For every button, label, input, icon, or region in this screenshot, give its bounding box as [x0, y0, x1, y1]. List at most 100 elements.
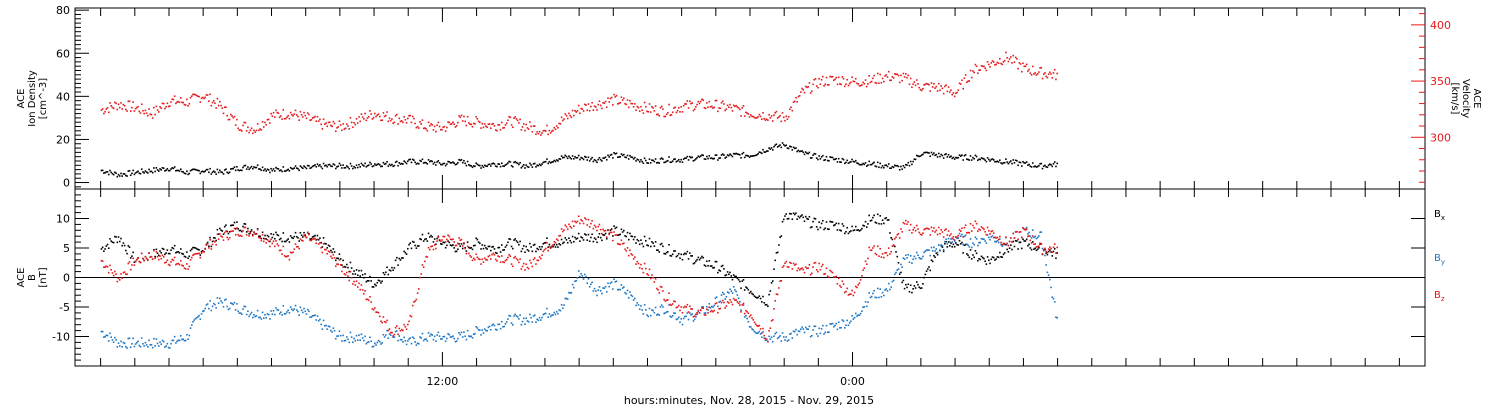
b-by-point	[266, 313, 269, 315]
b-bz-point	[632, 258, 635, 260]
velocity-point	[900, 74, 902, 77]
ion-density-point	[317, 165, 320, 167]
velocity-point	[127, 100, 130, 103]
b-by-point	[869, 296, 872, 299]
velocity-point	[1006, 56, 1008, 59]
velocity-point	[884, 75, 886, 77]
velocity-point	[339, 124, 342, 126]
b-bz-point	[1007, 244, 1010, 247]
b-bz-point	[868, 246, 870, 249]
b-bx-point	[984, 260, 986, 263]
b-by-point	[914, 257, 917, 260]
b-bz-point	[980, 226, 983, 228]
b-bx-point	[560, 238, 563, 241]
velocity-point	[313, 116, 315, 119]
ion-density-point	[980, 157, 983, 159]
b-by-point	[803, 331, 806, 334]
velocity-point	[571, 109, 574, 112]
b-bz-point	[177, 262, 180, 265]
velocity-point	[607, 97, 609, 100]
ion-density-point	[316, 163, 319, 166]
b-bz-point	[154, 257, 156, 260]
b-by-point	[840, 326, 842, 329]
velocity-point	[315, 120, 318, 122]
b-bz-point	[404, 326, 407, 328]
ion-density-point	[829, 156, 831, 158]
b-bx-point	[975, 252, 978, 255]
velocity-point	[288, 117, 291, 120]
b-bz-point	[201, 250, 204, 253]
b-bz-point	[1047, 248, 1050, 250]
b-by-point	[890, 286, 892, 288]
velocity-point	[734, 105, 736, 108]
ion-density-point	[676, 160, 679, 162]
b-bz-point	[1042, 248, 1045, 251]
velocity-point	[221, 107, 224, 110]
velocity-point	[441, 128, 443, 131]
velocity-point	[272, 111, 275, 114]
velocity-point	[1000, 62, 1002, 65]
ion-density-point	[762, 148, 764, 151]
b-bx-point	[765, 303, 768, 306]
b-bz-point	[664, 300, 667, 302]
ion-density-point	[356, 166, 359, 169]
b-by-point	[371, 345, 374, 348]
velocity-point	[400, 120, 403, 122]
b-bx-point	[308, 232, 310, 235]
ion-density-point	[1052, 162, 1055, 165]
b-by-point	[684, 315, 686, 318]
ion-density-point	[313, 164, 315, 167]
velocity-point	[796, 101, 798, 103]
b-by-point	[209, 300, 211, 302]
b-bz-point	[576, 220, 579, 223]
velocity-point	[448, 121, 451, 124]
b-bz-point	[147, 259, 149, 261]
b-by-point	[397, 339, 399, 342]
b-by-point	[839, 327, 841, 329]
b-bx-point	[201, 249, 204, 252]
velocity-point	[782, 116, 785, 119]
b-bz-point	[277, 244, 280, 247]
b-bx-point	[256, 228, 259, 230]
ion-density-point	[392, 165, 394, 168]
velocity-point	[326, 125, 329, 128]
b-bz-point	[570, 227, 573, 229]
b-by-point	[959, 235, 962, 238]
b-by-point	[626, 289, 629, 292]
b-bx-point	[520, 250, 523, 253]
b-by-point	[851, 314, 853, 317]
ion-density-point	[609, 154, 612, 156]
b-bz-point	[753, 321, 756, 324]
velocity-point	[355, 118, 358, 120]
ion-density-point	[851, 158, 853, 161]
b-by-point	[538, 316, 541, 319]
b-by-point	[945, 238, 947, 241]
b-bz-point	[195, 252, 198, 255]
b-by-point	[220, 300, 222, 302]
velocity-point	[789, 108, 791, 111]
b-bx-point	[446, 244, 448, 247]
b-by-point	[317, 319, 320, 322]
ion-density-point	[175, 169, 177, 172]
b-bz-point	[241, 235, 243, 237]
ion-density-point	[912, 160, 914, 163]
b-bx-point	[750, 290, 752, 293]
velocity-point	[688, 100, 691, 103]
velocity-point	[300, 113, 303, 116]
b-bx-point	[1001, 256, 1004, 259]
velocity-point	[854, 77, 857, 80]
b-bz-point	[111, 272, 114, 274]
b-bx-point	[638, 243, 641, 246]
ion-density-point	[448, 161, 451, 163]
b-bx-point	[879, 215, 881, 217]
ion-density-point	[303, 165, 305, 167]
ion-density-point	[250, 165, 253, 168]
ion-density-point	[199, 172, 202, 175]
b-bz-point	[342, 266, 344, 268]
ion-density-point	[666, 159, 669, 162]
b-bx-point	[586, 239, 589, 241]
b-bx-point	[345, 263, 348, 266]
ion-density-point	[491, 162, 493, 165]
ion-density-point	[791, 149, 794, 151]
b-bz-point	[499, 261, 502, 263]
